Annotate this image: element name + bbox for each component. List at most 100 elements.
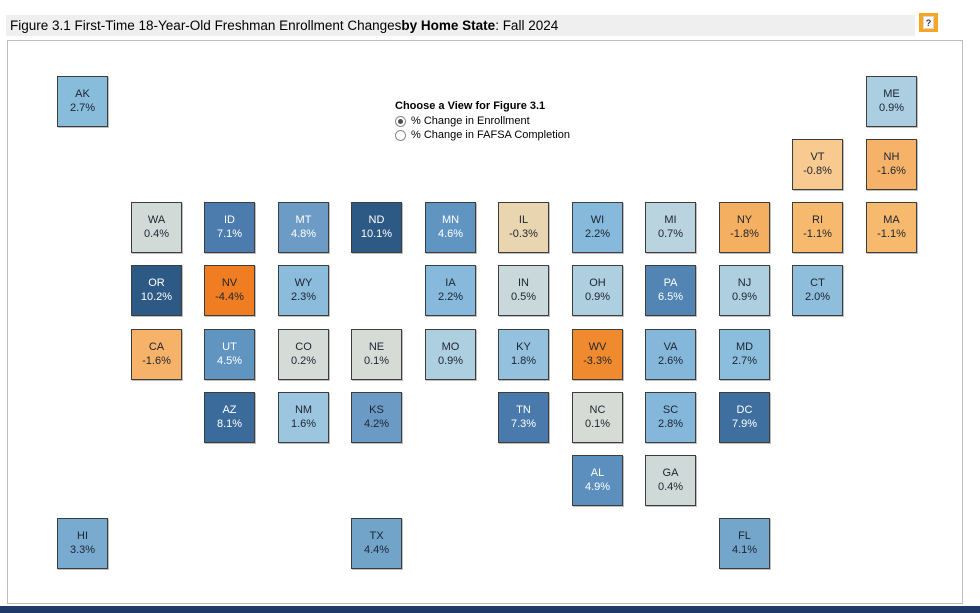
radio-option-fafsa[interactable]: % Change in FAFSA Completion	[395, 129, 570, 141]
state-abbr: CT	[810, 277, 825, 289]
state-tile-ks[interactable]: KS 4.2%	[351, 392, 402, 443]
state-tile-hi[interactable]: HI 3.3%	[57, 518, 108, 569]
state-tile-in[interactable]: IN 0.5%	[498, 265, 549, 316]
state-tile-mn[interactable]: MN 4.6%	[425, 202, 476, 253]
state-tile-ma[interactable]: MA -1.1%	[866, 202, 917, 253]
state-abbr: AK	[75, 88, 90, 100]
view-selector: Choose a View for Figure 3.1 % Change in…	[395, 100, 570, 143]
state-value: 10.2%	[140, 290, 173, 303]
state-tile-mo[interactable]: MO 0.9%	[425, 329, 476, 380]
help-button[interactable]: ?	[919, 13, 938, 32]
state-tile-vt[interactable]: VT -0.8%	[792, 139, 843, 190]
state-value: 1.8%	[510, 354, 537, 367]
state-value: 2.8%	[657, 417, 684, 430]
state-value: 0.1%	[363, 354, 390, 367]
state-value: 2.7%	[69, 101, 96, 114]
state-tile-wa[interactable]: WA 0.4%	[131, 202, 182, 253]
state-tile-fl[interactable]: FL 4.1%	[719, 518, 770, 569]
radio-button-icon[interactable]	[395, 129, 406, 141]
state-tile-wv[interactable]: WV -3.3%	[572, 329, 623, 380]
state-tile-co[interactable]: CO 0.2%	[278, 329, 329, 380]
figure-title-prefix: Figure 3.1 First-Time 18-Year-Old Freshm…	[10, 18, 402, 33]
state-tile-tx[interactable]: TX 4.4%	[351, 518, 402, 569]
state-value: 4.8%	[290, 227, 317, 240]
state-value: 7.3%	[510, 417, 537, 430]
state-tile-az[interactable]: AZ 8.1%	[204, 392, 255, 443]
state-value: 0.1%	[584, 417, 611, 430]
state-abbr: AZ	[222, 404, 237, 416]
state-abbr: CO	[295, 341, 312, 353]
state-tile-ca[interactable]: CA -1.6%	[131, 329, 182, 380]
state-tile-pa[interactable]: PA 6.5%	[645, 265, 696, 316]
state-tile-nv[interactable]: NV -4.4%	[204, 265, 255, 316]
state-value: 7.9%	[731, 417, 758, 430]
state-abbr: MD	[735, 341, 754, 353]
figure-title-bold: by Home State	[401, 18, 496, 33]
state-abbr: MO	[441, 341, 460, 353]
state-tile-me[interactable]: ME 0.9%	[866, 76, 917, 127]
state-value: 0.9%	[437, 354, 464, 367]
state-value: 0.7%	[657, 227, 684, 240]
state-tile-ia[interactable]: IA 2.2%	[425, 265, 476, 316]
state-tile-md[interactable]: MD 2.7%	[719, 329, 770, 380]
state-tile-ne[interactable]: NE 0.1%	[351, 329, 402, 380]
state-tile-ut[interactable]: UT 4.5%	[204, 329, 255, 380]
state-value: -1.8%	[730, 227, 759, 240]
state-abbr: NM	[294, 404, 313, 416]
state-tile-ny[interactable]: NY -1.8%	[719, 202, 770, 253]
state-value: -1.6%	[142, 354, 171, 367]
state-tile-ct[interactable]: CT 2.0%	[792, 265, 843, 316]
state-tile-ky[interactable]: KY 1.8%	[498, 329, 549, 380]
state-abbr: WA	[147, 214, 166, 226]
state-abbr: TX	[369, 530, 384, 542]
state-value: 2.2%	[584, 227, 611, 240]
state-tile-ak[interactable]: AK 2.7%	[57, 76, 108, 127]
state-abbr: OH	[589, 277, 606, 289]
state-abbr: KS	[369, 404, 384, 416]
state-tile-nd[interactable]: ND 10.1%	[351, 202, 402, 253]
state-value: -3.3%	[583, 354, 612, 367]
radio-option-enrollment[interactable]: % Change in Enrollment	[395, 115, 570, 127]
state-tile-id[interactable]: ID 7.1%	[204, 202, 255, 253]
state-value: -1.1%	[877, 227, 906, 240]
state-abbr: ME	[883, 88, 900, 100]
state-tile-va[interactable]: VA 2.6%	[645, 329, 696, 380]
state-value: 1.6%	[290, 417, 317, 430]
state-value: -0.3%	[509, 227, 538, 240]
state-value: 0.9%	[878, 101, 905, 114]
state-tile-tn[interactable]: TN 7.3%	[498, 392, 549, 443]
state-abbr: KY	[516, 341, 531, 353]
state-value: 4.4%	[363, 543, 390, 556]
radio-button-icon[interactable]	[395, 115, 406, 127]
state-tile-dc[interactable]: DC 7.9%	[719, 392, 770, 443]
state-tile-nh[interactable]: NH -1.6%	[866, 139, 917, 190]
state-abbr: UT	[222, 341, 237, 353]
state-tile-ga[interactable]: GA 0.4%	[645, 455, 696, 506]
figure-title-suffix: : Fall 2024	[495, 18, 559, 33]
state-tile-nc[interactable]: NC 0.1%	[572, 392, 623, 443]
state-tile-nj[interactable]: NJ 0.9%	[719, 265, 770, 316]
state-value: 2.2%	[437, 290, 464, 303]
state-tile-oh[interactable]: OH 0.9%	[572, 265, 623, 316]
state-tile-il[interactable]: IL -0.3%	[498, 202, 549, 253]
state-tile-mt[interactable]: MT 4.8%	[278, 202, 329, 253]
state-value: -4.4%	[215, 290, 244, 303]
state-tile-sc[interactable]: SC 2.8%	[645, 392, 696, 443]
state-abbr: CA	[148, 341, 165, 353]
state-value: 0.5%	[510, 290, 537, 303]
state-tile-wy[interactable]: WY 2.3%	[278, 265, 329, 316]
state-abbr: VA	[663, 341, 678, 353]
state-value: 0.4%	[143, 227, 170, 240]
state-tile-mi[interactable]: MI 0.7%	[645, 202, 696, 253]
state-tile-wi[interactable]: WI 2.2%	[572, 202, 623, 253]
state-tile-nm[interactable]: NM 1.6%	[278, 392, 329, 443]
state-value: 2.0%	[804, 290, 831, 303]
state-tile-al[interactable]: AL 4.9%	[572, 455, 623, 506]
state-tile-or[interactable]: OR 10.2%	[131, 265, 182, 316]
state-value: 0.9%	[731, 290, 758, 303]
state-abbr: NE	[368, 341, 385, 353]
state-abbr: AL	[590, 467, 605, 479]
state-value: 2.6%	[657, 354, 684, 367]
state-tile-ri[interactable]: RI -1.1%	[792, 202, 843, 253]
